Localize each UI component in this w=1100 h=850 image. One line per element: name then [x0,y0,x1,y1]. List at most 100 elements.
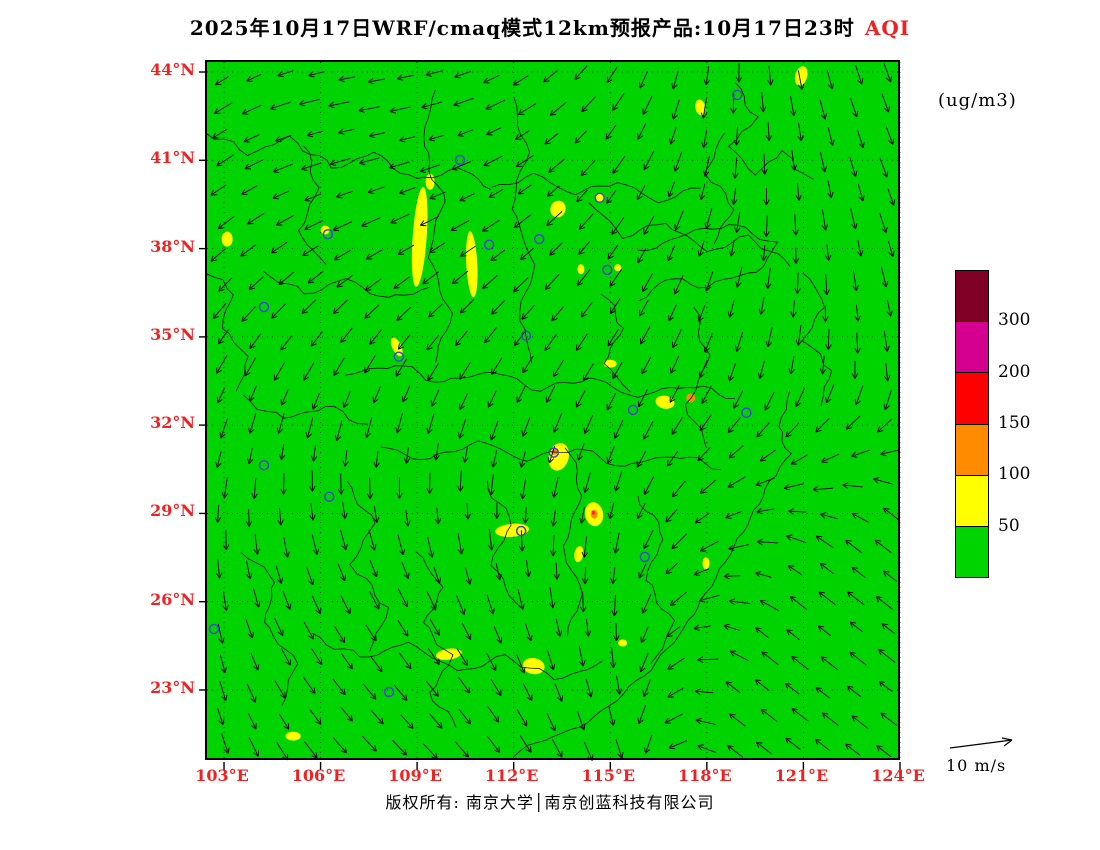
wind-arrow [787,565,803,576]
wind-arrow [667,245,676,262]
wind-arrow [246,683,257,703]
wind-arrow [792,214,799,236]
wind-arrow [248,737,259,757]
wind-arrow [459,245,476,257]
colorbar-segment [956,321,988,373]
wind-arrow [608,706,616,726]
wind-arrow [785,737,801,750]
wind-arrow [755,741,772,755]
wind-arrow [792,247,800,264]
wind-arrow [519,247,534,261]
lon-tick-label: 115°E [581,766,636,785]
wind-arrow [366,477,374,500]
boundary-line [486,480,521,608]
wind-arrow [880,449,900,457]
wind-arrow [404,509,411,527]
wind-arrow [606,190,617,204]
wind-arrow [581,536,588,558]
wind-arrow [372,506,380,523]
boundary-line [312,632,603,681]
wind-arrow [784,682,800,695]
wind-arrow [216,387,226,404]
wind-arrow [340,327,353,343]
wind-arrow [754,679,770,691]
wind-arrow [857,183,865,202]
wind-arrow [606,392,617,411]
aqi-patch-yellow [695,99,706,116]
wind-arrow [578,241,591,255]
wind-arrow [304,220,324,231]
wind-arrow [583,414,594,435]
wind-arrow [880,266,889,288]
city-marker [741,407,752,418]
wind-arrow [819,562,834,575]
wind-arrow [309,503,316,521]
wind-arrow [250,652,260,671]
wind-arrow [575,333,588,351]
wind-arrow [757,360,765,379]
wind-arrow [763,215,770,237]
wind-arrow [216,355,228,374]
wind-arrow [791,656,809,670]
wind-arrow [278,271,295,285]
wind-arrow [826,69,835,90]
wind-arrow [426,413,435,435]
wind-arrow [582,363,594,381]
wind-arrow [849,651,867,666]
wind-arrow [434,507,442,525]
wind-arrow [545,385,556,403]
wind-arrow [609,298,621,315]
city-marker [483,239,495,250]
wind-arrow [552,739,563,758]
wind-arrow [671,70,679,90]
wind-arrow [795,388,805,407]
wind-arrow [367,186,385,194]
wind-arrow [399,652,412,670]
wind-arrow [219,680,228,702]
wind-arrow [729,650,749,662]
wind-arrow [767,65,774,86]
wind-arrow [609,647,617,669]
wind-arrow [419,164,441,173]
wind-arrow [525,623,533,642]
wind-arrow [481,219,500,232]
wind-arrow [874,539,892,553]
wind-arrow [517,589,525,610]
wind-arrow [887,240,895,257]
wind-arrow [703,66,711,86]
wind-arrow [389,106,411,114]
wind-arrow [797,122,804,142]
wind-arrow [728,445,744,459]
wind-arrow [301,162,322,171]
wind-arrow [851,449,870,458]
wind-arrow [332,678,346,696]
wind-arrow [637,247,647,264]
wind-arrow [728,363,736,382]
wind-arrow [735,62,743,83]
wind-arrow [246,560,253,580]
wind-arrow [879,157,889,178]
lat-tick-label: 32°N [150,413,195,433]
wind-arrow [429,242,446,253]
wind-arrow [215,451,222,468]
wind-arrow [215,75,230,86]
wind-arrow [735,331,744,352]
wind-arrow [210,248,226,262]
wind-arrow [362,683,377,700]
wind-arrow [615,675,623,695]
aqi-patch-yellow [702,557,710,570]
wind-arrow [340,707,354,722]
wind-arrow [395,358,408,377]
wind-arrow [636,503,646,519]
wind-arrow [730,188,738,205]
wind-arrow [790,149,798,171]
wind-arrow [550,509,558,527]
wind-arrow [426,472,433,494]
wind-arrow [783,483,804,491]
wind-arrow [577,269,591,286]
wind-arrow [820,656,838,670]
wind-arrow [422,271,439,285]
wind-arrow [851,513,869,523]
wind-arrow [672,329,682,349]
